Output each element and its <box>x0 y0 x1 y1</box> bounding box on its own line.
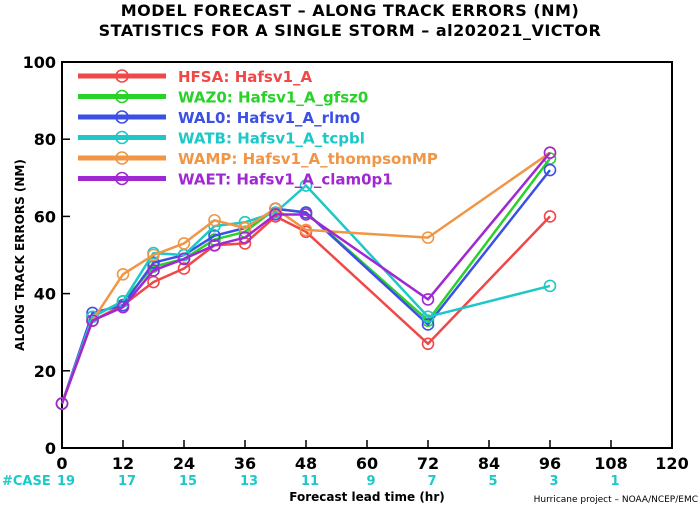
data-point <box>543 146 557 160</box>
legend-entry: HFSA: Hafsv1_A <box>78 68 313 86</box>
x-axis-label: Forecast lead time (hr) <box>289 490 445 504</box>
case-count: 19 <box>57 474 75 489</box>
credit-text: Hurricane project – NOAA/NCEP/EMC <box>534 495 698 505</box>
legend-entry: WAZ0: Hafsv1_A_gfsz0 <box>78 89 368 107</box>
x-tick-label: 48 <box>295 454 317 473</box>
data-point <box>177 252 191 266</box>
legend-entry: WATB: Hafsv1_A_tcpbl <box>78 130 365 148</box>
data-point <box>421 318 435 331</box>
x-tick-label: 0 <box>56 454 67 473</box>
data-point <box>177 262 191 275</box>
legend-marker <box>115 69 129 83</box>
x-tick-label: 84 <box>478 454 500 473</box>
case-count: 17 <box>118 474 136 489</box>
y-axis-label: ALONG TRACK ERRORS (NM) <box>13 159 27 351</box>
data-point <box>238 221 252 235</box>
case-count: 5 <box>488 474 497 489</box>
legend-entry: WAL0: Hafsv1_A_rlm0 <box>78 109 360 127</box>
legend-label: WAZ0: Hafsv1_A_gfsz0 <box>178 89 368 107</box>
x-axis: 0 12 24 36 48 60 72 84 96 108 120 <box>56 440 689 473</box>
case-label: #CASE <box>2 474 51 489</box>
data-point <box>543 163 557 177</box>
case-count: 9 <box>366 474 375 489</box>
legend-label: WAL0: Hafsv1_A_rlm0 <box>178 109 360 127</box>
series-line <box>60 215 551 405</box>
y-tick-label: 80 <box>34 130 56 149</box>
data-point <box>421 293 435 306</box>
legend-marker <box>115 151 129 165</box>
chart-title-line2: STATISTICS FOR A SINGLE STORM – al202021… <box>99 21 602 40</box>
series-lines <box>55 146 557 410</box>
y-axis: 0 20 40 60 80 100 <box>23 53 70 458</box>
y-tick-label: 0 <box>45 439 56 458</box>
data-point <box>116 267 130 281</box>
data-point <box>147 248 160 262</box>
data-point <box>55 397 69 410</box>
case-count: 3 <box>549 474 558 489</box>
x-tick-label: 96 <box>539 454 561 473</box>
legend-marker <box>115 89 129 104</box>
legend-label: WATB: Hafsv1_A_tcpbl <box>178 130 365 148</box>
data-point <box>208 239 221 252</box>
case-count: 15 <box>179 474 197 489</box>
data-point <box>421 310 435 324</box>
legend-label: WAET: Hafsv1_A_clam0p1 <box>178 171 393 189</box>
case-count: 1 <box>610 474 619 489</box>
data-point <box>208 229 221 242</box>
legend-marker <box>115 171 129 186</box>
case-count: 7 <box>427 474 436 489</box>
x-tick-label: 72 <box>417 454 439 473</box>
data-point <box>421 231 435 244</box>
y-tick-label: 60 <box>34 207 56 226</box>
series-0 <box>55 210 557 410</box>
data-point <box>86 314 99 327</box>
chart-title-line1: MODEL FORECAST – ALONG TRACK ERRORS (NM) <box>121 1 580 20</box>
data-point <box>147 264 160 277</box>
y-tick-label: 20 <box>34 362 56 381</box>
data-point <box>177 237 191 250</box>
data-point <box>543 210 557 223</box>
series-line <box>60 151 551 405</box>
x-tick-label: 108 <box>594 454 627 473</box>
data-point <box>299 179 313 192</box>
legend-label: WAMP: Hafsv1_A_thompsonMP <box>178 150 438 168</box>
series-5 <box>55 146 557 410</box>
x-tick-label: 120 <box>655 454 688 473</box>
data-point <box>299 223 313 237</box>
x-tick-label: 24 <box>173 454 195 473</box>
y-tick-label: 40 <box>34 285 56 304</box>
legend-entry: WAET: Hafsv1_A_clam0p1 <box>78 171 393 189</box>
case-count: 11 <box>301 474 319 489</box>
legend-label: HFSA: Hafsv1_A <box>178 68 313 86</box>
data-point <box>421 337 435 351</box>
x-tick-label: 36 <box>234 454 256 473</box>
data-point <box>238 231 252 244</box>
x-tick-label: 12 <box>112 454 134 473</box>
y-tick-label: 100 <box>23 53 56 72</box>
series-line <box>60 151 551 405</box>
legend-marker <box>115 110 129 124</box>
legend-entry: WAMP: Hafsv1_A_thompsonMP <box>78 150 438 168</box>
data-point <box>269 208 282 221</box>
legend: HFSA: Hafsv1_A WAZ0: Hafsv1_A_gfsz0 WAL0: … <box>78 68 438 189</box>
case-counts: 19 17 15 13 11 9 7 5 3 1 <box>57 474 620 489</box>
data-point <box>543 279 557 293</box>
case-count: 13 <box>240 474 258 489</box>
legend-marker <box>115 130 129 145</box>
data-point <box>299 208 313 221</box>
x-tick-label: 60 <box>356 454 378 473</box>
data-point <box>208 213 221 227</box>
data-point <box>116 300 130 314</box>
